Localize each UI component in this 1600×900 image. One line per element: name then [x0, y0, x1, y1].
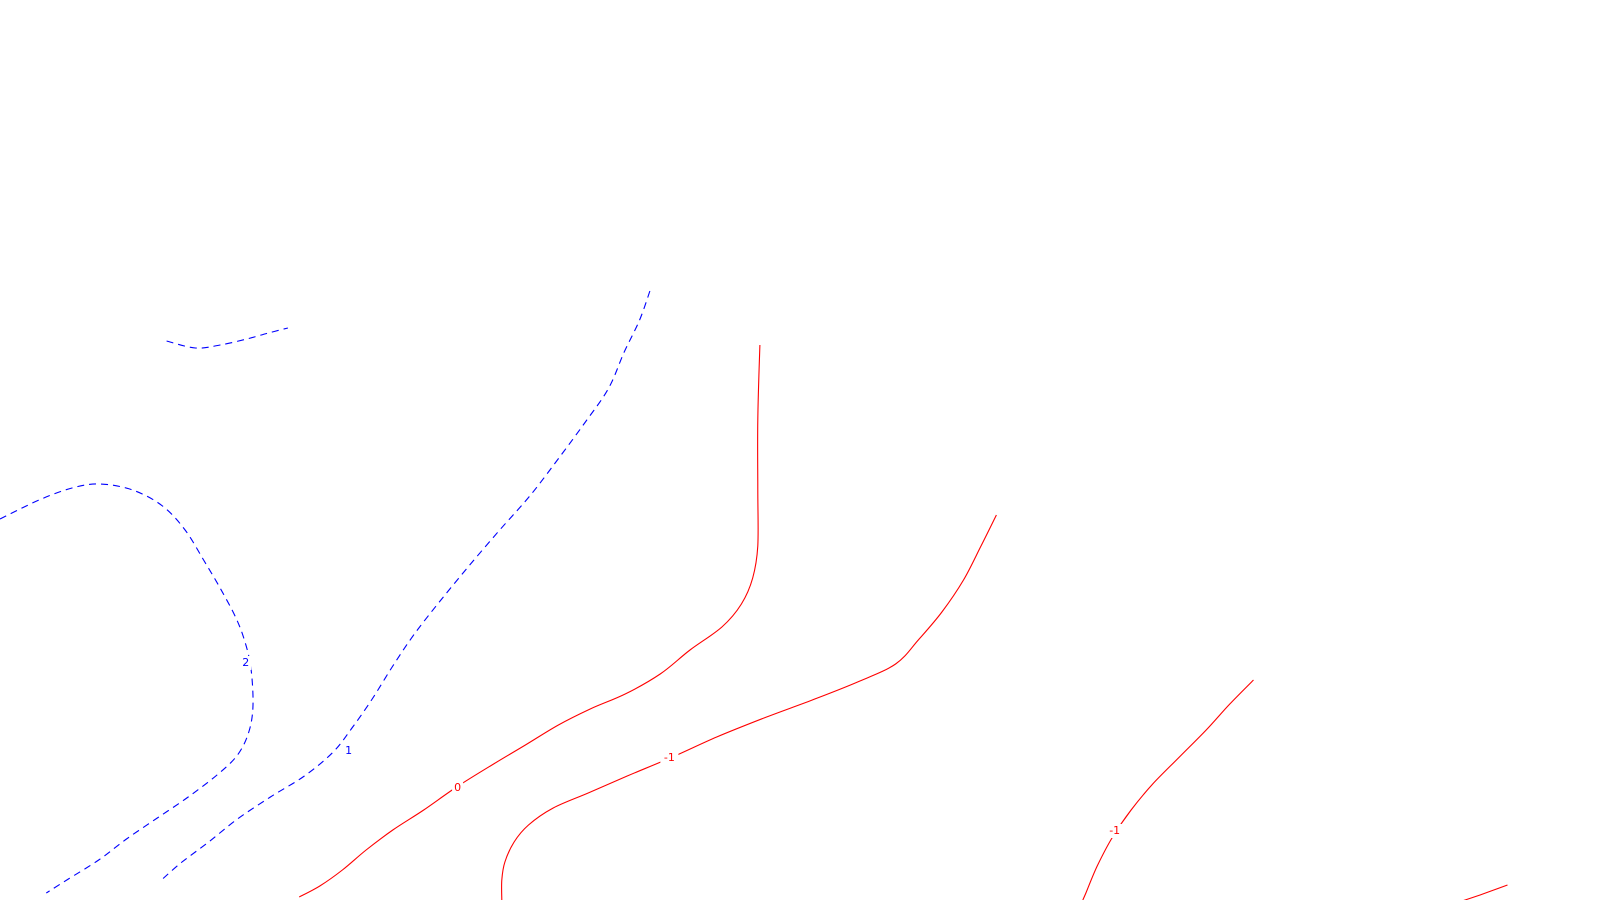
contour-label: 0 — [454, 781, 461, 794]
contour-line-level-neg1 — [501, 514, 997, 900]
contour-line-level-1 — [161, 290, 651, 881]
contour-line-level-2 — [0, 483, 254, 894]
contour-line-level-neg1 — [1463, 884, 1508, 900]
contour-label-background — [1105, 824, 1124, 838]
contour-line-level-neg1 — [1082, 679, 1254, 900]
contour-label: 2 — [242, 656, 249, 669]
contour-label-background — [343, 744, 355, 758]
contour-label: 1 — [345, 744, 352, 757]
contour-line-level-2 — [166, 327, 289, 349]
contour-lines — [0, 290, 1508, 900]
contour-label-background — [452, 781, 464, 795]
contour-label-background — [240, 656, 252, 670]
contour-line-level-0 — [298, 344, 761, 898]
contour-label-background — [660, 751, 679, 765]
contour-label: -1 — [1109, 824, 1120, 837]
contour-labels: 1 2 0 -1 -1 — [240, 656, 1124, 838]
contour-label: -1 — [664, 751, 675, 764]
